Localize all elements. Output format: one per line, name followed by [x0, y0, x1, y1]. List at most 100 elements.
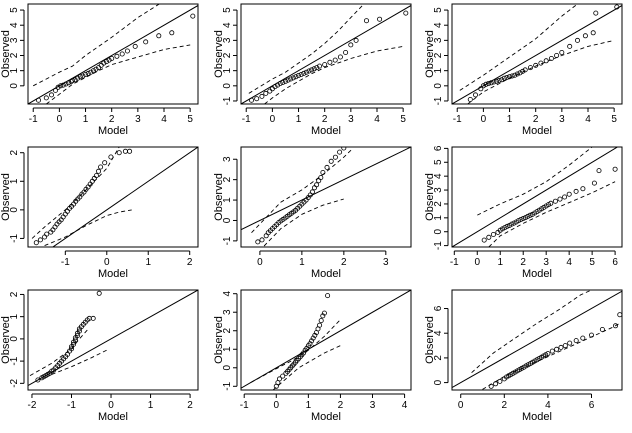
y-tick-label: -1	[222, 236, 233, 245]
data-point	[77, 74, 83, 80]
reference-line	[51, 147, 198, 247]
plot-frame	[27, 289, 199, 391]
data-point	[527, 212, 533, 218]
data-point	[309, 189, 315, 195]
data-point	[567, 43, 573, 49]
data-point	[259, 93, 265, 99]
x-tick-label: 4	[585, 114, 591, 125]
data-point	[272, 84, 278, 90]
upper-band	[250, 319, 341, 383]
reference-line	[28, 4, 198, 104]
data-point	[42, 234, 48, 240]
x-tick-label: 0	[257, 257, 263, 268]
x-tick-label: 2	[338, 400, 344, 411]
x-tick-label: 0	[458, 400, 464, 411]
data-point	[132, 43, 138, 49]
plot-frame	[240, 146, 412, 248]
data-point	[316, 63, 322, 69]
y-tick-label: 2	[433, 201, 444, 207]
data-point	[312, 332, 318, 338]
panel-5: 0 1 2 3 -1 0 1 2 3 Model Observed	[213, 146, 412, 280]
data-point	[558, 344, 564, 350]
upper-band	[32, 4, 161, 87]
data-point	[467, 97, 473, 103]
data-point	[35, 377, 41, 383]
plot-area	[28, 290, 198, 387]
data-point	[280, 80, 286, 86]
data-point	[53, 87, 59, 93]
data-point	[562, 343, 568, 349]
x-axis-title: Model	[311, 268, 341, 280]
y-axis-title: Observed	[0, 30, 12, 78]
x-tick-label: 1	[145, 257, 151, 268]
y-tick-label: 4	[9, 22, 20, 28]
data-point	[549, 348, 555, 354]
x-tick-label: 1	[296, 114, 302, 125]
data-point	[127, 148, 133, 154]
data-point	[324, 164, 330, 170]
data-point	[44, 231, 50, 237]
data-point	[277, 81, 283, 87]
plot-frame	[240, 3, 412, 105]
data-point	[504, 223, 510, 229]
data-point	[580, 186, 586, 192]
data-point	[55, 84, 61, 90]
data-point	[314, 65, 320, 71]
y-tick-label: 1	[222, 346, 233, 352]
x-tick-label: 0	[481, 114, 487, 125]
x-tick-label: 2	[533, 114, 539, 125]
data-point	[582, 33, 588, 39]
x-tick-label: 2	[187, 400, 193, 411]
data-point	[504, 75, 510, 81]
data-point	[259, 237, 265, 243]
data-point	[317, 322, 323, 328]
data-point	[573, 188, 579, 194]
y-tick-label: 0	[222, 217, 233, 223]
y-tick-label: 5	[222, 7, 233, 13]
x-tick-label: 5	[589, 257, 595, 268]
upper-band	[248, 4, 365, 94]
data-point	[114, 53, 120, 59]
panel-8: -1 0 1 2 3 4 -1 0 1 2 3 4 Model Observed	[213, 289, 412, 423]
reference-line	[241, 147, 411, 231]
plot-frame	[451, 289, 623, 391]
x-tick-label: 3	[370, 400, 376, 411]
y-tick-label: 1	[9, 67, 20, 73]
y-tick-label: 2	[222, 52, 233, 58]
data-point	[538, 60, 544, 66]
panel-6: -1 0 1 2 3 4 5 6 -1 0 1 2 3 4 5 6 Model Observed	[424, 145, 623, 280]
y-tick-label: 5	[9, 7, 20, 13]
data-point	[501, 75, 507, 81]
data-point	[591, 180, 597, 186]
data-point	[275, 82, 281, 88]
y-tick-label: 3	[222, 309, 233, 315]
reference-line	[452, 290, 622, 389]
data-point	[320, 313, 326, 319]
data-point	[593, 10, 599, 16]
y-tick-label: 3	[222, 156, 233, 162]
y-tick-label: -1	[222, 381, 233, 390]
y-tick-label: 0	[9, 336, 20, 342]
reference-line	[241, 290, 411, 389]
x-axis-title: Model	[311, 411, 341, 423]
data-point	[543, 58, 549, 64]
x-tick-label: -1	[240, 400, 249, 411]
data-point	[472, 92, 478, 98]
plot-area	[28, 4, 198, 104]
y-tick-label: -1	[222, 96, 233, 105]
data-point	[63, 81, 69, 87]
data-point	[496, 78, 502, 84]
x-tick-label: -2	[28, 400, 37, 411]
data-point	[309, 67, 315, 73]
data-point	[119, 51, 125, 57]
panel-3: -1 0 1 2 3 4 5 -1 0 1 2 3 4 5 Model Observed	[424, 3, 623, 137]
data-point	[66, 80, 72, 86]
data-point	[169, 30, 175, 36]
x-axis-title: Model	[98, 125, 128, 137]
data-point	[69, 346, 75, 352]
data-point	[332, 57, 338, 63]
data-point	[36, 97, 42, 103]
data-point	[72, 77, 78, 83]
x-tick-label: 2	[341, 257, 347, 268]
y-tick-label: 0	[433, 83, 444, 89]
